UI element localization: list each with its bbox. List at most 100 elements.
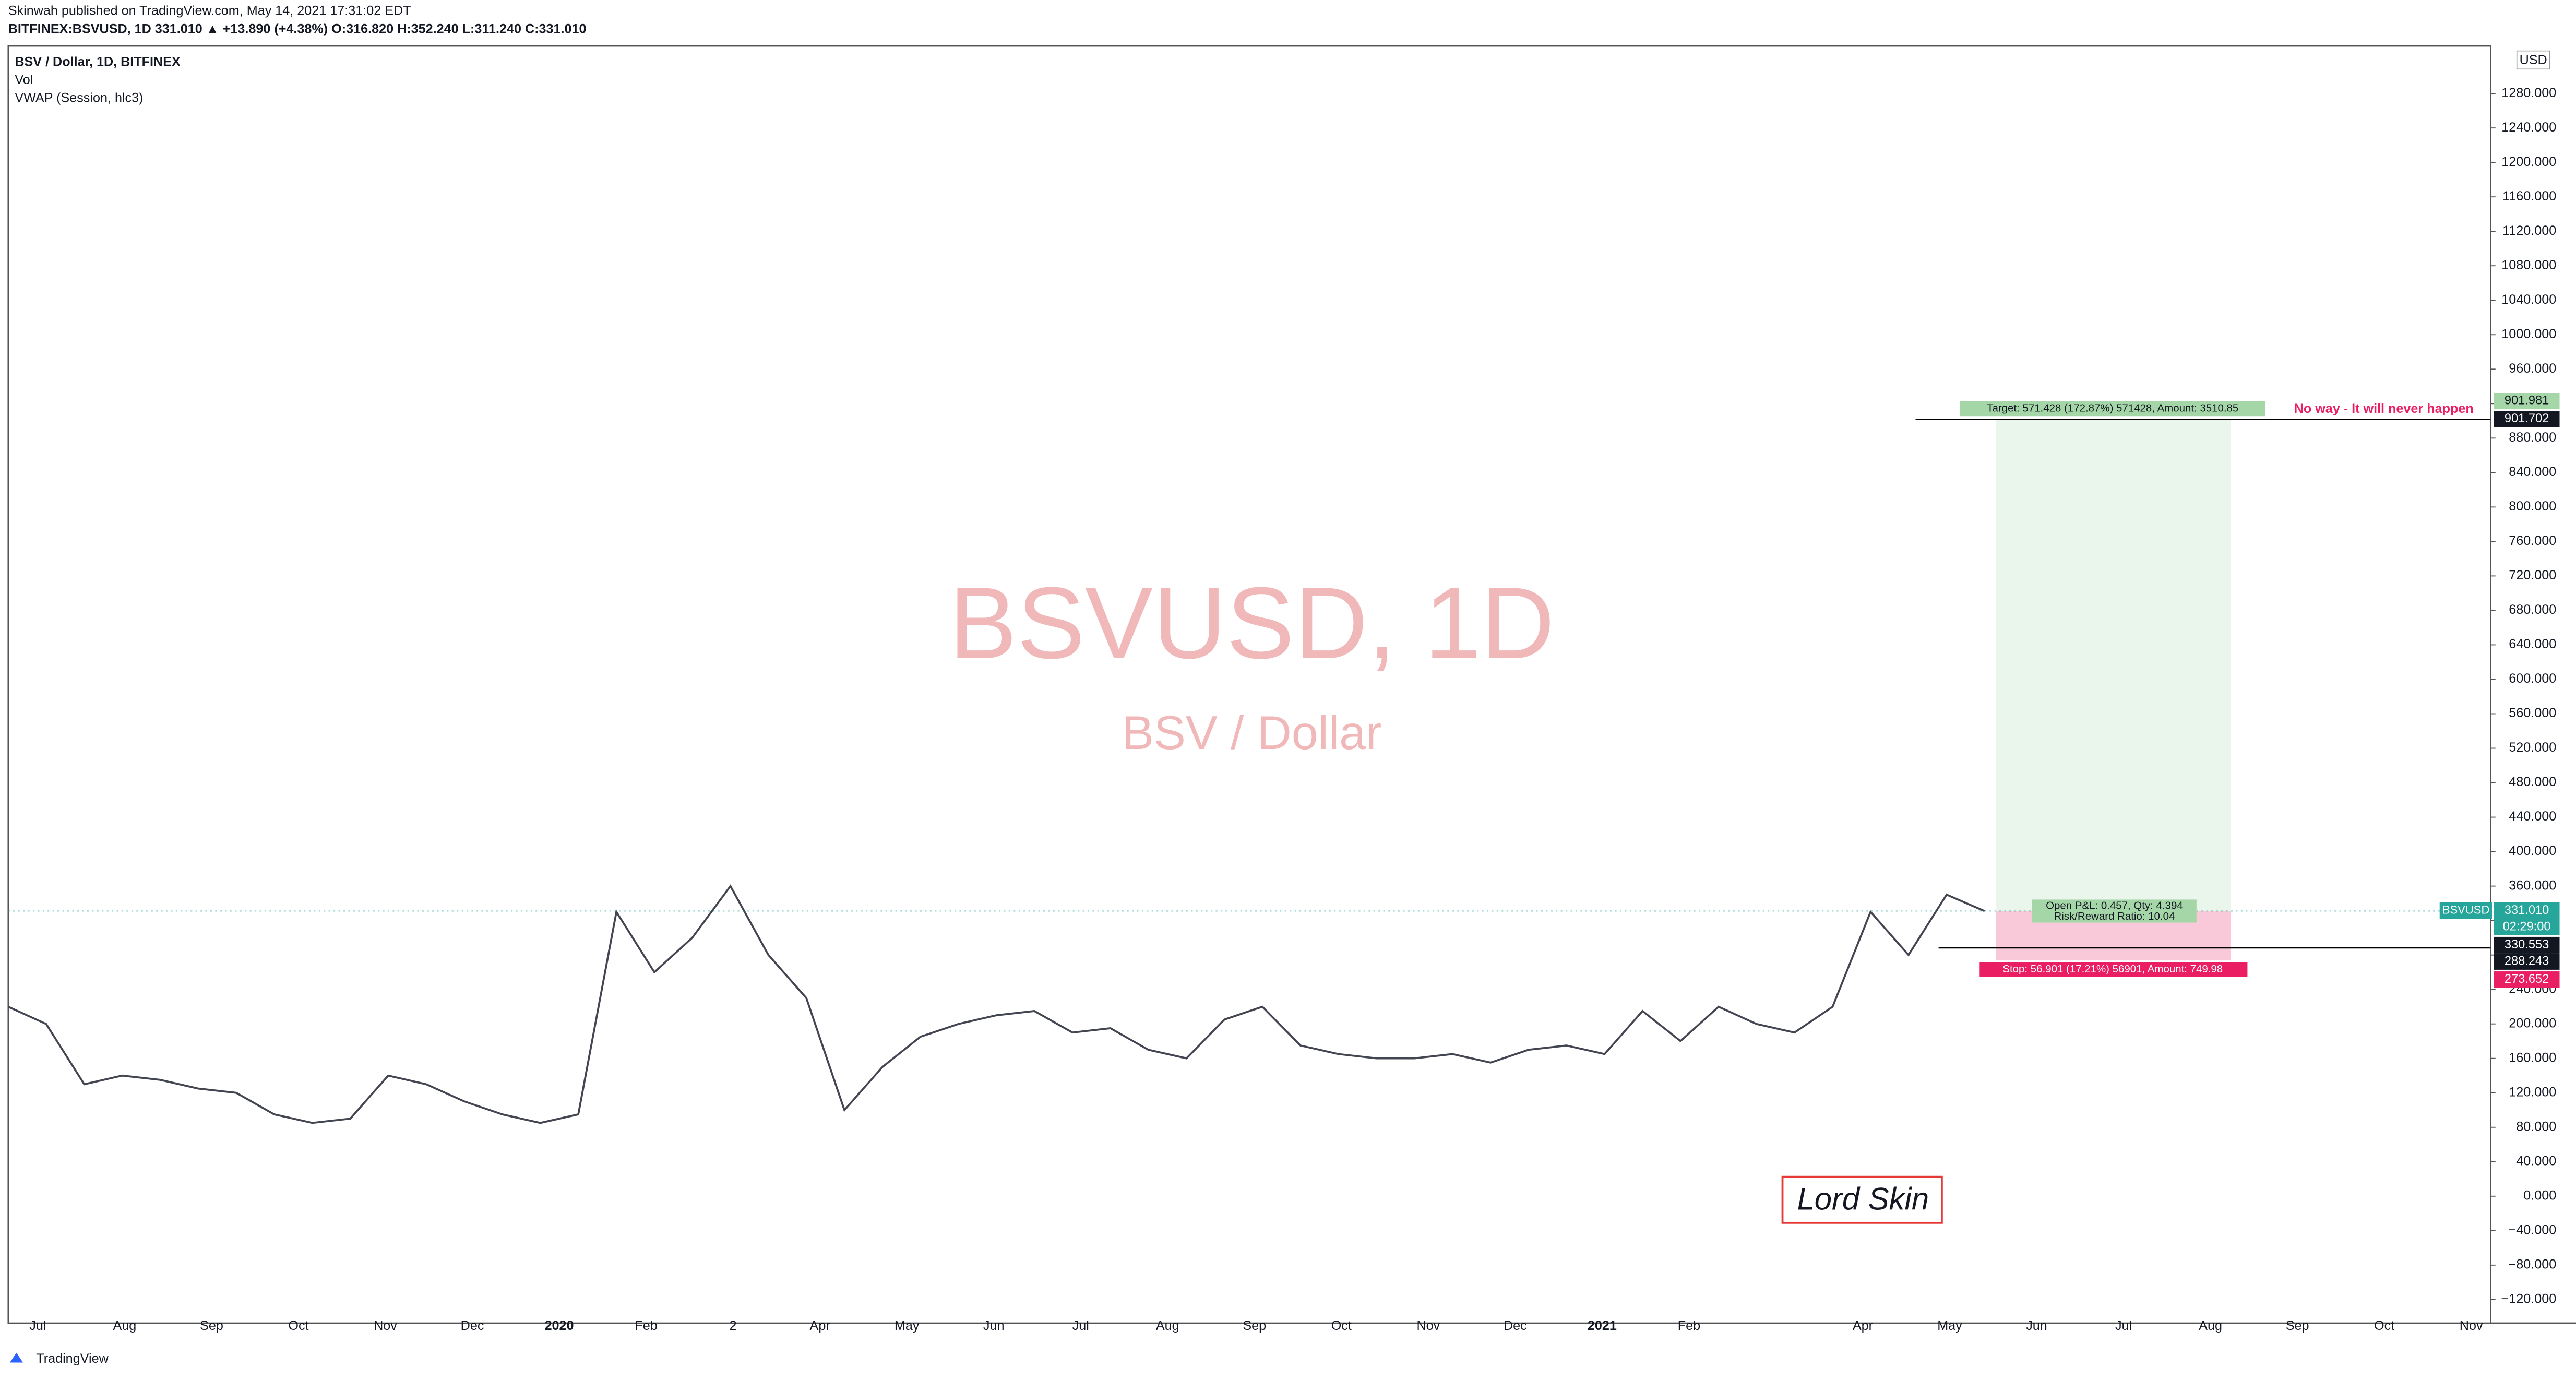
- annotation: No way - It will never happen: [2294, 401, 2474, 416]
- x-tick-label: Aug: [2199, 1318, 2222, 1333]
- price-tag-label: 901.981: [2505, 394, 2549, 408]
- x-tick-label: Feb: [635, 1318, 657, 1333]
- x-tick-label: Nov: [1416, 1318, 1440, 1333]
- y-tick-label: 1040.000: [2501, 292, 2556, 307]
- price-tag: [2494, 919, 2560, 935]
- price-tag: [2494, 393, 2560, 410]
- label-box: [1960, 401, 2266, 417]
- currency-box[interactable]: [2516, 50, 2550, 70]
- y-tick-label: 1240.000: [2501, 120, 2556, 135]
- y-tick-label: 40.000: [2516, 1154, 2556, 1168]
- y-tick-label: 1160.000: [2502, 189, 2556, 204]
- stop-label: Stop: 56.901 (17.21%) 56901, Amount: 749…: [2002, 963, 2223, 975]
- y-tick-label: 160.000: [2509, 1050, 2556, 1065]
- x-tick-label: Jun: [983, 1318, 1005, 1333]
- rr-label: Risk/Reward Ratio: 10.04: [2054, 910, 2175, 922]
- y-tick-label: 120.000: [2509, 1085, 2556, 1099]
- x-tick-label: Aug: [1156, 1318, 1179, 1333]
- x-tick-label: Feb: [1678, 1318, 1700, 1333]
- y-tick-label: 440.000: [2509, 809, 2556, 824]
- legend-item: VWAP (Session, hlc3): [15, 91, 143, 105]
- price-tag-label: 330.553: [2505, 938, 2549, 952]
- x-tick-label: Aug: [113, 1318, 137, 1333]
- price-tag: [2494, 902, 2560, 919]
- y-tick-label: 600.000: [2509, 671, 2556, 686]
- y-tick-label: 560.000: [2509, 706, 2556, 720]
- legend-item: BSV / Dollar, 1D, BITFINEX: [15, 54, 181, 69]
- x-tick-label: Apr: [810, 1318, 830, 1333]
- y-tick-label: 960.000: [2509, 361, 2556, 376]
- pnl-label: Open P&L: 0.457, Qty: 4.394: [2046, 899, 2183, 911]
- x-tick-label: Sep: [1243, 1318, 1266, 1333]
- y-tick-label: 80.000: [2516, 1119, 2556, 1134]
- label-box: [1979, 962, 2248, 977]
- x-tick-label: 2021: [1588, 1318, 1617, 1333]
- y-tick-label: 480.000: [2509, 775, 2556, 789]
- x-tick-label: Jul: [29, 1318, 46, 1333]
- x-tick-label: 2020: [545, 1318, 574, 1333]
- y-tick-label: 400.000: [2509, 843, 2556, 858]
- currency[interactable]: USD: [2520, 53, 2547, 67]
- x-tick-label: Dec: [1504, 1318, 1527, 1333]
- y-tick-label: −40.000: [2509, 1222, 2557, 1237]
- y-tick-label: 1280.000: [2501, 86, 2556, 100]
- price-tag: [2494, 411, 2560, 427]
- y-tick-label: 1120.000: [2502, 223, 2556, 238]
- y-tick-label: 880.000: [2509, 430, 2556, 445]
- price-tag-label: 273.652: [2505, 972, 2549, 986]
- y-tick-label: 200.000: [2509, 1016, 2556, 1030]
- price-tag-label: 288.243: [2505, 954, 2549, 968]
- y-tick-label: −120.000: [2501, 1292, 2557, 1306]
- plot-frame: [7, 45, 2491, 1324]
- x-tick-label: Jul: [2115, 1318, 2132, 1333]
- x-tick-label: Nov: [2460, 1318, 2483, 1333]
- target-zone: [1996, 419, 2231, 911]
- label-box: [2032, 899, 2197, 923]
- symbol-tag: [2439, 902, 2492, 919]
- annotation-box: [1781, 1175, 1943, 1224]
- price-series: [7, 884, 1985, 1124]
- y-tick-label: 680.000: [2509, 602, 2556, 617]
- y-tick-label: 1000.000: [2501, 327, 2556, 341]
- y-tick-label: 1080.000: [2501, 258, 2556, 272]
- x-tick-label: Jul: [1072, 1318, 1089, 1333]
- y-tick-label: 360.000: [2509, 878, 2556, 893]
- logo: [9, 1352, 23, 1363]
- annotation: Lord Skin: [1797, 1182, 1929, 1217]
- y-tick-label: 520.000: [2509, 740, 2556, 755]
- symbol-line: BITFINEX:BSVUSD, 1D 331.010 ▲ +13.890 (+…: [8, 21, 587, 36]
- x-tick-label: Oct: [288, 1318, 308, 1333]
- y-tick-label: −80.000: [2509, 1257, 2557, 1272]
- x-tick-label: May: [895, 1318, 920, 1333]
- legend-item: Vol: [15, 73, 33, 87]
- y-tick-label: 640.000: [2509, 637, 2556, 651]
- x-tick-label: May: [1937, 1318, 1962, 1333]
- price-tag-label: 331.010: [2505, 904, 2549, 917]
- watermark-title: BSVUSD, 1D: [949, 566, 1555, 680]
- x-tick-label: Oct: [1331, 1318, 1352, 1333]
- y-tick-label: 720.000: [2509, 568, 2556, 582]
- price-tag: [2494, 971, 2560, 988]
- footer-brand: TradingView: [36, 1351, 109, 1366]
- x-tick-label: Sep: [2286, 1318, 2309, 1333]
- x-tick-label: Sep: [200, 1318, 223, 1333]
- price-tag: [2494, 936, 2560, 954]
- x-tick-label: Oct: [2374, 1318, 2394, 1333]
- price-tag-label: 901.702: [2505, 412, 2549, 425]
- price-tag-label: 02:29:00: [2503, 920, 2551, 933]
- target-label: Target: 571.428 (172.87%) 571428, Amount…: [1987, 402, 2238, 414]
- x-tick-label: Apr: [1853, 1318, 1873, 1333]
- y-tick-label: 1200.000: [2501, 154, 2556, 169]
- price-tag: [2494, 953, 2560, 970]
- x-tick-label: Dec: [461, 1318, 484, 1333]
- published-line: Skinwah published on TradingView.com, Ma…: [8, 4, 411, 18]
- symbol-tag-label: BSVUSD: [2442, 903, 2490, 916]
- y-tick-label: 0.000: [2523, 1188, 2556, 1203]
- y-tick-label: 800.000: [2509, 499, 2556, 514]
- y-tick-label: 760.000: [2509, 533, 2556, 548]
- x-tick-label: Nov: [374, 1318, 397, 1333]
- y-tick-label: 840.000: [2509, 465, 2556, 479]
- x-tick-label: 2: [730, 1318, 737, 1333]
- x-tick-label: Jun: [2026, 1318, 2047, 1333]
